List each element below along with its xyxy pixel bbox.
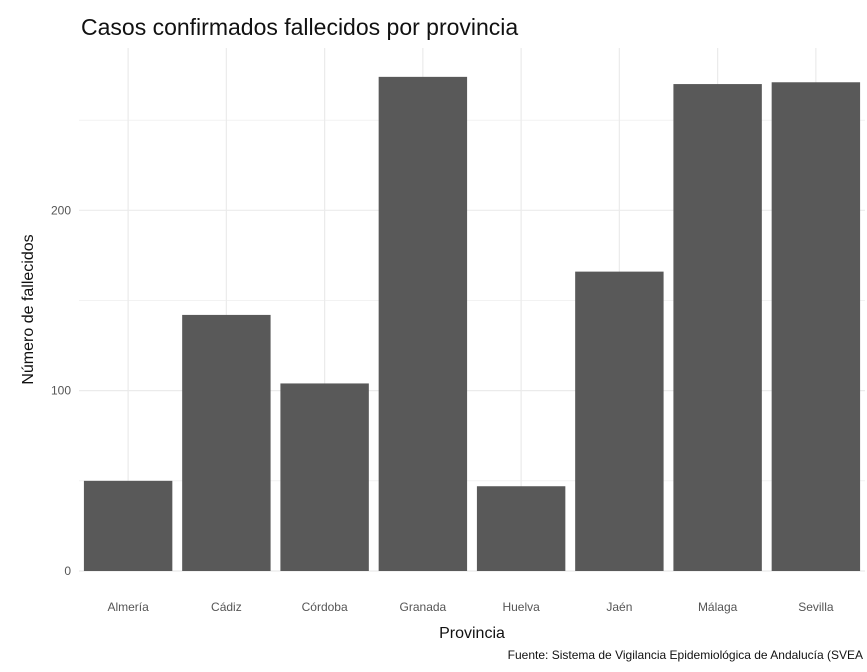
chart-title: Casos confirmados fallecidos por provinc…: [81, 14, 519, 40]
x-axis-title: Provincia: [439, 625, 505, 642]
bar-3: [378, 76, 468, 572]
bars: [83, 76, 861, 572]
bar-2: [280, 383, 369, 571]
y-tick-label: 100: [51, 384, 71, 398]
x-tick-label: Almería: [107, 600, 149, 614]
y-axis-title: Número de fallecidos: [20, 234, 37, 384]
y-axis-ticks: 0 100 200: [51, 203, 71, 578]
y-tick-label: 200: [51, 203, 71, 217]
bar-6: [673, 84, 762, 571]
x-tick-label: Málaga: [698, 600, 738, 614]
bar-0: [83, 480, 173, 571]
x-tick-label: Huelva: [502, 600, 540, 614]
x-tick-label: Cádiz: [211, 600, 242, 614]
y-tick-label: 0: [64, 564, 71, 578]
x-tick-label: Sevilla: [798, 600, 834, 614]
x-tick-label: Córdoba: [302, 600, 348, 614]
x-tick-label: Jaén: [606, 600, 632, 614]
bar-7: [771, 82, 861, 572]
source-caption: Fuente: Sistema de Vigilancia Epidemioló…: [507, 648, 863, 662]
bar-1: [182, 314, 271, 571]
bar-5: [575, 271, 664, 571]
x-axis-ticks: Almería Cádiz Córdoba Granada Huelva Jaén Mála…: [107, 600, 833, 614]
bar-4: [476, 486, 566, 571]
x-tick-label: Granada: [400, 600, 447, 614]
